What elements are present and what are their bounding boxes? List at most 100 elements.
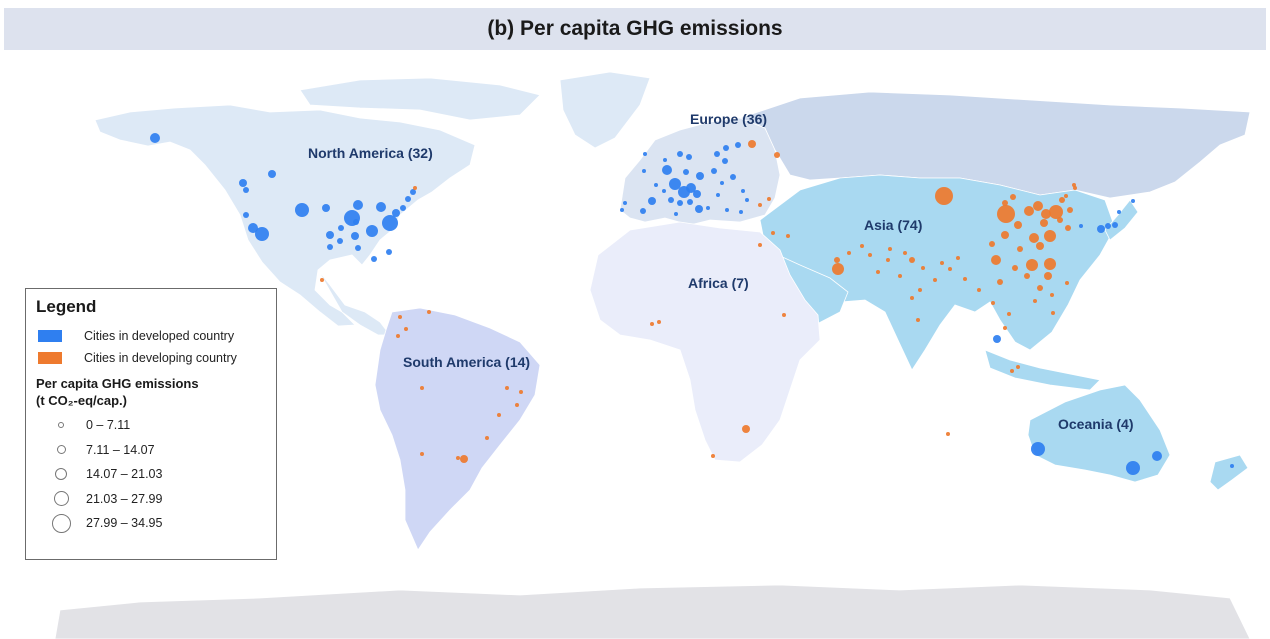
africa-shape <box>589 221 821 463</box>
developing-city-marker <box>1037 285 1043 291</box>
region-label-north-america: North America (32) <box>308 145 433 161</box>
size-circle-icon <box>53 491 69 507</box>
greenland-shape <box>559 71 651 149</box>
developing-city-marker <box>1017 246 1023 252</box>
developed-city-marker <box>150 133 160 143</box>
developed-city-marker <box>376 202 386 212</box>
developing-city-marker <box>860 244 864 248</box>
size-class-label: 0 – 7.11 <box>86 418 131 433</box>
developed-city-marker <box>326 231 334 239</box>
legend-box: Legend Cities in developed country Citie… <box>25 288 277 560</box>
developing-city-marker <box>404 327 408 331</box>
developed-city-marker <box>392 209 400 217</box>
developed-city-marker <box>371 256 377 262</box>
developed-city-marker <box>620 208 624 212</box>
developed-city-marker <box>1097 225 1105 233</box>
developing-city-marker <box>1012 265 1018 271</box>
legend-size-title: Per capita GHG emissions (t CO₂-eq/cap.) <box>36 375 266 409</box>
developing-city-marker <box>1014 221 1022 229</box>
developed-city-marker <box>382 215 398 231</box>
world-map: North America (32) Europe (36) Asia (74)… <box>0 50 1270 639</box>
central-america-shape <box>317 269 391 336</box>
developing-city-marker <box>456 456 460 460</box>
developed-city-marker <box>654 183 658 187</box>
developing-city-marker <box>398 315 402 319</box>
region-label-africa: Africa (7) <box>688 275 749 291</box>
developing-city-marker <box>903 251 907 255</box>
developing-city-marker <box>1001 231 1009 239</box>
developing-city-marker <box>1007 312 1011 316</box>
developed-city-marker <box>706 206 710 210</box>
developed-city-marker <box>386 249 392 255</box>
legend-item-developing: Cities in developing country <box>36 347 266 369</box>
developing-city-marker <box>1065 225 1071 231</box>
developed-city-marker <box>295 203 309 217</box>
developed-city-marker <box>720 181 724 185</box>
developing-city-marker <box>1016 365 1020 369</box>
canadian-arctic-islands <box>299 77 541 121</box>
developing-city-marker <box>977 288 981 292</box>
developed-city-marker <box>695 205 703 213</box>
developing-city-marker <box>1051 311 1055 315</box>
legend-item-developed: Cities in developed country <box>36 325 266 347</box>
developing-city-marker <box>519 390 523 394</box>
developing-city-marker <box>1044 230 1056 242</box>
developing-city-marker <box>997 279 1003 285</box>
developed-city-marker <box>640 208 646 214</box>
developed-city-marker <box>642 169 646 173</box>
developed-city-marker <box>1230 464 1234 468</box>
developed-city-marker <box>648 197 656 205</box>
developed-city-marker <box>623 201 627 205</box>
developed-city-marker <box>327 244 333 250</box>
developing-city-marker <box>876 270 880 274</box>
legend-label-developed: Cities in developed country <box>84 329 235 343</box>
map-title-bar: (b) Per capita GHG emissions <box>4 8 1266 50</box>
developing-city-marker <box>1002 200 1008 206</box>
land-layer <box>54 71 1251 639</box>
developing-city-marker <box>1010 194 1016 200</box>
new-zealand-shape <box>1209 454 1249 491</box>
size-circle-icon <box>55 468 67 481</box>
developing-city-marker <box>758 203 762 207</box>
developing-city-marker <box>909 257 915 263</box>
developing-city-marker <box>396 334 400 338</box>
developed-city-marker <box>338 225 344 231</box>
size-circle-icon <box>51 513 71 533</box>
developed-city-marker <box>355 245 361 251</box>
legend-size-row: 27.99 – 34.95 <box>36 511 266 536</box>
developed-city-marker <box>248 223 258 233</box>
developing-city-marker <box>847 251 851 255</box>
developing-city-marker <box>946 432 950 436</box>
developed-swatch <box>38 330 62 342</box>
developed-city-marker <box>1112 222 1118 228</box>
map-svg <box>54 71 1251 639</box>
developed-city-marker <box>687 199 693 205</box>
developed-city-marker <box>677 200 683 206</box>
developing-city-marker <box>989 241 995 247</box>
map-title: (b) Per capita GHG emissions <box>487 17 783 40</box>
developed-city-marker <box>662 165 672 175</box>
developed-city-marker <box>693 190 701 198</box>
developed-city-marker <box>351 232 359 240</box>
north-america-shape <box>94 104 476 327</box>
developed-city-marker <box>1131 199 1135 203</box>
developing-city-marker <box>1050 293 1054 297</box>
developing-city-marker <box>1044 272 1052 280</box>
region-label-asia: Asia (74) <box>864 217 923 233</box>
developing-city-marker <box>918 288 922 292</box>
developing-city-marker <box>1040 219 1048 227</box>
developing-city-marker <box>910 296 914 300</box>
developed-city-marker <box>1117 210 1121 214</box>
developing-city-marker <box>1049 205 1063 219</box>
developed-city-marker <box>730 174 736 180</box>
developed-city-marker <box>745 198 749 202</box>
developing-city-marker <box>711 454 715 458</box>
size-class-label: 14.07 – 21.03 <box>86 467 163 482</box>
developing-city-marker <box>1065 281 1069 285</box>
developed-city-marker <box>353 200 363 210</box>
developing-city-marker <box>1072 183 1076 187</box>
developed-city-marker <box>686 183 696 193</box>
developing-city-marker <box>413 186 417 190</box>
developed-city-marker <box>268 170 276 178</box>
developed-city-marker <box>993 335 1001 343</box>
